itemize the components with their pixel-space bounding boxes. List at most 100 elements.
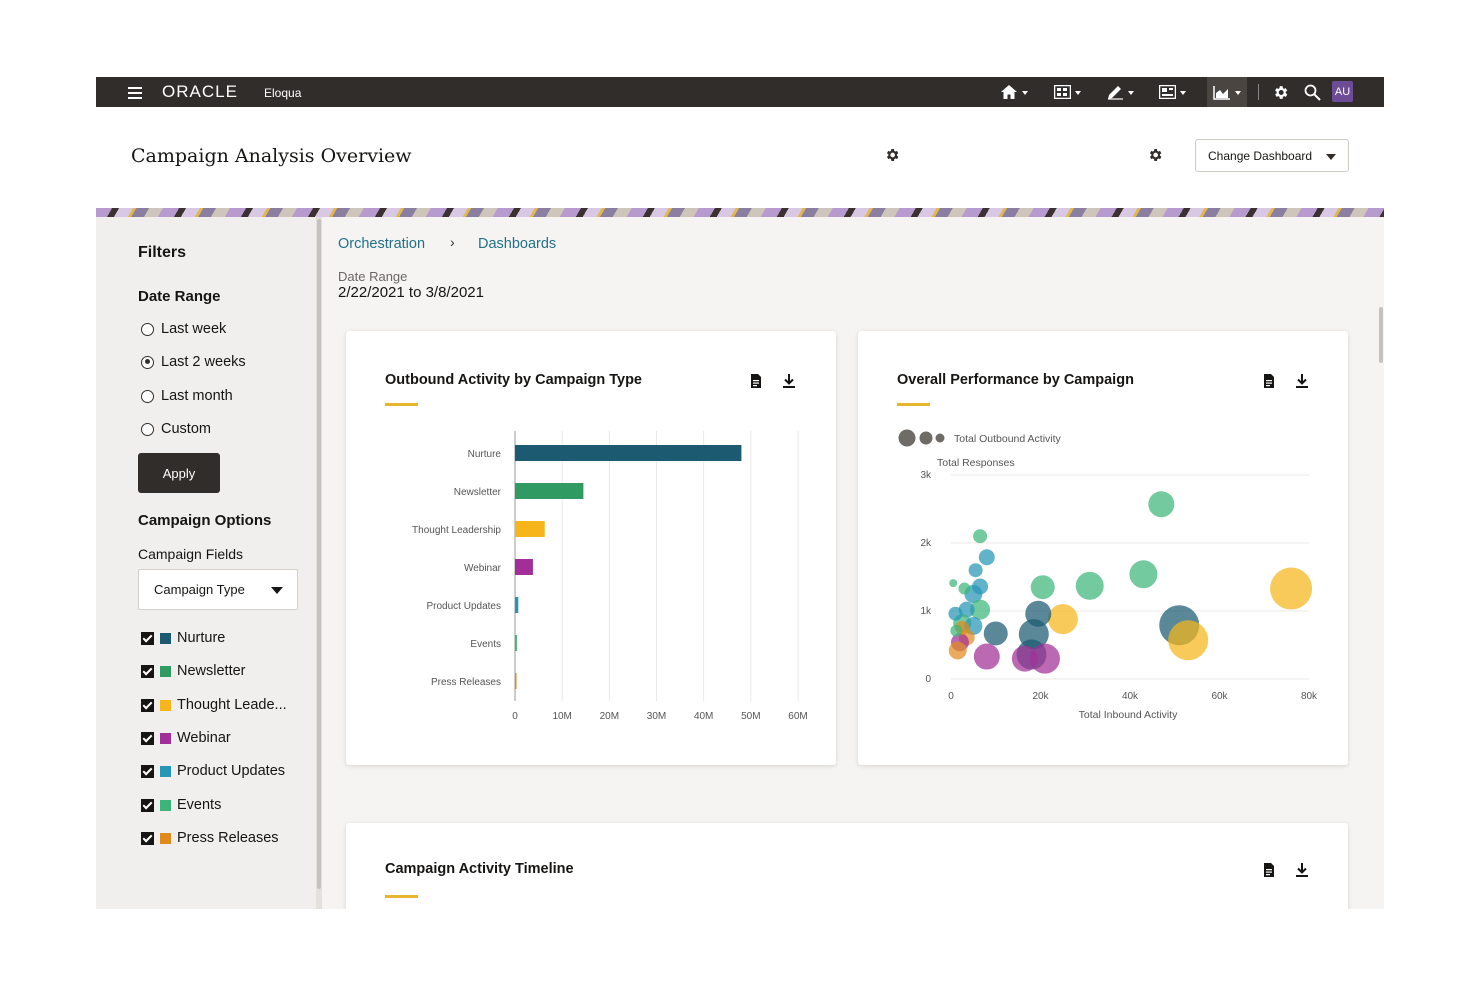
user-avatar[interactable]: AU (1332, 81, 1353, 102)
outbound-activity-card: Outbound Activity by Campaign Type 0 10M 2… (346, 331, 836, 765)
category-label: Events (470, 639, 501, 650)
date-range-label: Date Range (338, 269, 408, 284)
export-report-button[interactable] (750, 374, 762, 393)
date-range-heading: Date Range (138, 288, 221, 305)
bubble-point (983, 621, 1008, 646)
radio-button[interactable] (141, 355, 154, 369)
grid-menu[interactable] (1054, 77, 1081, 107)
type-label: Webinar (177, 730, 231, 746)
category-label: Product Updates (427, 601, 502, 612)
checkbox[interactable] (141, 631, 154, 645)
color-swatch (160, 832, 171, 844)
y-tick-label: 3k (920, 470, 932, 481)
card-title: Overall Performance by Campaign (897, 372, 1134, 388)
content-scrollbar[interactable] (1378, 217, 1384, 909)
checkbox[interactable] (141, 764, 154, 778)
bubble-point (949, 579, 958, 588)
change-dashboard-dropdown[interactable]: Change Dashboard (1195, 139, 1349, 172)
home-menu[interactable] (1000, 77, 1028, 107)
radio-last-month[interactable]: Last month (141, 388, 233, 404)
edit-menu[interactable] (1107, 77, 1134, 107)
layout-menu[interactable] (1159, 77, 1186, 107)
y-tick-label: 0 (925, 674, 931, 685)
color-swatch (160, 632, 171, 644)
product-name: Eloqua (264, 86, 302, 100)
radio-label: Last 2 weeks (161, 354, 246, 370)
top-navigation-bar: ORACLE Eloqua AU (96, 77, 1384, 107)
x-axis-title: Total Inbound Activity (1079, 709, 1178, 721)
color-swatch (160, 799, 171, 811)
oracle-logo: ORACLE (162, 82, 238, 101)
radio-custom[interactable]: Custom (141, 421, 211, 437)
page-title: Campaign Analysis Overview (131, 145, 412, 167)
search-button[interactable] (1304, 77, 1321, 107)
type-filter-nurture[interactable]: Nurture (141, 630, 225, 646)
bubble-point (1148, 491, 1175, 518)
category-label: Newsletter (454, 487, 502, 498)
bar-thought-leadership (515, 521, 545, 537)
radio-last-2-weeks[interactable]: Last 2 weeks (141, 354, 246, 370)
card-title: Campaign Activity Timeline (385, 861, 574, 877)
analytics-menu[interactable] (1207, 77, 1247, 107)
gear-icon (886, 149, 899, 161)
type-filter-product-updates[interactable]: Product Updates (141, 763, 285, 779)
radio-last-week[interactable]: Last week (141, 321, 226, 337)
scrollbar-thumb[interactable] (1379, 307, 1383, 363)
x-tick-label: 40M (694, 711, 713, 722)
hamburger-menu-icon[interactable] (128, 84, 142, 100)
download-button[interactable] (783, 374, 795, 393)
type-filter-thought-leadership[interactable]: Thought Leade... (141, 697, 287, 713)
x-tick-label: 50M (741, 711, 760, 722)
home-icon (1001, 85, 1017, 99)
x-tick-label: 60k (1211, 691, 1228, 702)
type-filter-webinar[interactable]: Webinar (141, 730, 231, 746)
edit-icon (1108, 86, 1123, 100)
bubble-point (978, 549, 995, 566)
scrollbar-thumb[interactable] (317, 219, 321, 889)
color-swatch (160, 732, 171, 744)
campaign-options-heading: Campaign Options (138, 512, 272, 529)
chevron-down-icon (1180, 91, 1186, 95)
checkbox[interactable] (141, 664, 154, 678)
dashboard-settings-button[interactable] (884, 147, 900, 168)
bubble-point (958, 582, 971, 595)
document-icon (1264, 863, 1274, 877)
radio-button[interactable] (141, 389, 154, 403)
type-label: Newsletter (177, 663, 246, 679)
color-swatch (160, 665, 171, 677)
download-button[interactable] (1296, 374, 1308, 393)
type-filter-press-releases[interactable]: Press Releases (141, 830, 279, 846)
radio-button[interactable] (141, 322, 154, 336)
settings-button[interactable] (1272, 77, 1289, 107)
type-filter-events[interactable]: Events (141, 797, 221, 813)
download-icon (1296, 863, 1308, 877)
export-report-button[interactable] (1263, 374, 1275, 393)
title-accent (385, 895, 418, 898)
apply-button[interactable]: Apply (138, 453, 220, 493)
checkbox[interactable] (141, 731, 154, 745)
breadcrumb-orchestration[interactable]: Orchestration (338, 236, 426, 252)
x-tick-label: 40k (1122, 691, 1139, 702)
campaign-field-select[interactable]: Campaign Type (138, 569, 298, 610)
x-tick-label: 20k (1032, 691, 1049, 702)
gear-icon (1149, 149, 1162, 161)
title-accent (385, 403, 418, 406)
breadcrumb-dashboards[interactable]: Dashboards (478, 236, 557, 252)
checkbox[interactable] (141, 698, 154, 712)
x-tick-label: 0 (512, 711, 518, 722)
export-report-button[interactable] (1263, 863, 1275, 882)
size-legend-label: Total Outbound Activity (954, 433, 1062, 445)
sidebar-scrollbar[interactable] (316, 217, 322, 909)
checkbox[interactable] (141, 798, 154, 812)
checkbox[interactable] (141, 831, 154, 845)
bar-press-releases (515, 673, 517, 689)
download-button[interactable] (1296, 863, 1308, 882)
radio-button[interactable] (141, 422, 154, 436)
page-settings-button[interactable] (1147, 147, 1163, 168)
bubble-point (973, 529, 988, 544)
performance-bubble-chart: Total Outbound Activity Total Responses 0 1… (898, 429, 1318, 721)
bubble-point (973, 643, 1000, 670)
download-icon (783, 374, 795, 388)
bubble-point (948, 606, 963, 621)
type-filter-newsletter[interactable]: Newsletter (141, 663, 246, 679)
